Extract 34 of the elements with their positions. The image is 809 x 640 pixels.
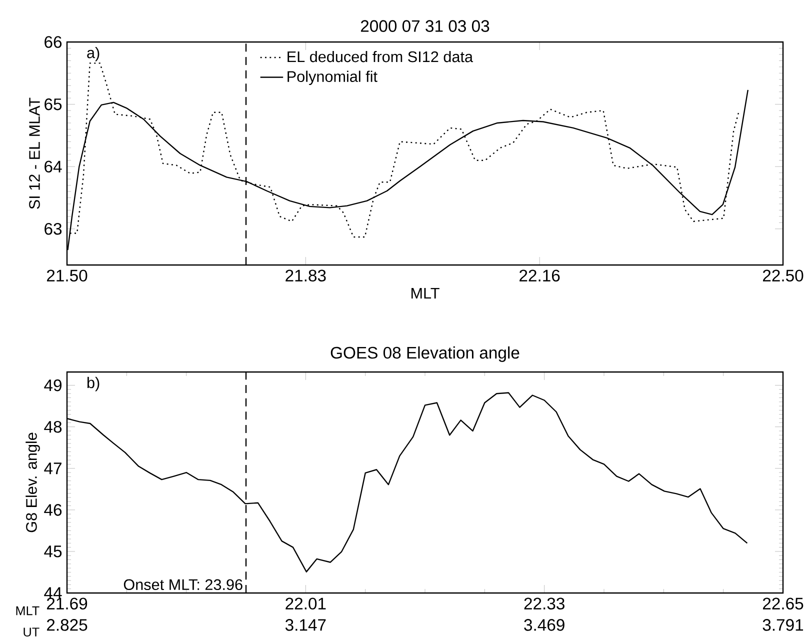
chart-title: GOES 08 Elevation angle [330,346,520,362]
x-tick-label: 21.83 [286,270,326,282]
y-tick-label: 64 [44,160,62,172]
y-tick-label: 65 [44,98,62,110]
y-tick-label: 48 [44,420,62,433]
y-axis-title: G8 Elev. angle [26,432,40,532]
y-tick-label: 66 [44,36,62,48]
x-axis-title: MLT [411,288,440,299]
x-tick-label: 22.01 [286,598,326,610]
y-tick-label: 45 [44,546,62,558]
x-axis-title: MLT [16,606,40,616]
x-tick-label: 21.50 [46,270,88,282]
y-tick-label: 49 [44,379,62,392]
y-axis-title: SI 12 - EL MLAT [29,98,40,209]
y-tick-label: 46 [44,504,62,516]
x-tick-label: 22.16 [520,270,560,282]
x2-axis-title: UT [24,628,40,637]
y-tick-label: 44 [44,587,62,599]
x-tick-label: 22.50 [762,270,804,282]
x2-tick-label: 3.469 [524,619,564,631]
x2-tick-label: 3.147 [285,619,326,631]
legend-label: Polynomial fit [288,70,378,86]
y-tick-label: 47 [44,462,62,474]
x-tick-label: 21.69 [46,598,88,610]
legend-label: EL deduced from SI12 data [288,50,474,62]
annotation: Onset MLT: 23.96 [124,579,242,590]
x-tick-label: 22.65 [762,598,804,610]
x-tick-label: 22.33 [524,598,564,610]
x2-tick-label: 3.791 [762,619,804,631]
annotation: a) [87,46,100,62]
chart-title: 2000 07 31 03 03 [360,20,490,32]
annotation: b) [87,376,100,392]
y-tick-label: 63 [44,222,62,235]
x2-tick-label: 2.825 [46,619,88,631]
